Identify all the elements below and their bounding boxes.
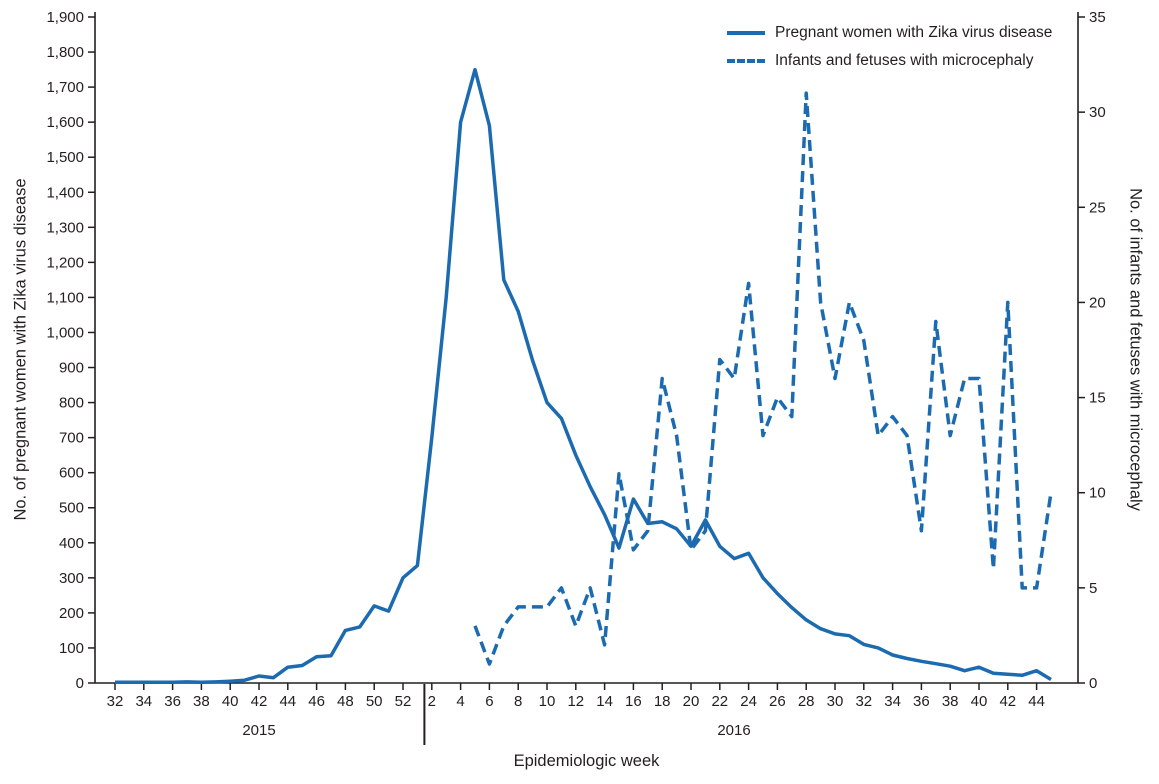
legend-item-zika: Pregnant women with Zika virus disease [727,24,1052,42]
x-axis-tick-label: 42 [999,693,1016,710]
x-axis-tick-label: 16 [625,693,642,710]
x-axis-title: Epidemiologic week [513,752,660,770]
left-axis-tick-label: 1,100 [46,289,84,306]
x-axis-tick-label: 12 [567,693,584,710]
right-axis-tick-label: 5 [1089,580,1097,597]
x-axis-tick-label: 48 [337,693,354,710]
x-axis-tick-label: 36 [913,693,930,710]
legend-label-microcephaly: Infants and fetuses with microcephaly [775,52,1034,69]
x-axis-tick-label: 6 [485,693,493,710]
x-axis-tick-label: 32 [107,693,124,710]
right-axis-tick-label: 10 [1089,485,1106,502]
x-axis-tick-label: 18 [654,693,671,710]
x-axis-tick-label: 50 [366,693,383,710]
right-axis-tick-label: 20 [1089,294,1106,311]
left-axis-tick-label: 1,400 [46,184,84,201]
x-axis-tick-label: 46 [308,693,325,710]
series-line-zika [115,67,1052,685]
x-axis-tick-label: 44 [1028,693,1045,710]
x-axis-tick-label: 10 [539,693,556,710]
x-axis-tick-label: 38 [942,693,959,710]
x-axis-tick-label: 40 [971,693,988,710]
left-axis-tick-label: 1,800 [46,44,84,61]
x-axis-tick-label: 2 [428,693,436,710]
left-axis-tick-label: 1,200 [46,254,84,271]
year-label-2016: 2016 [717,722,751,739]
x-axis-tick-label: 20 [683,693,700,710]
x-axis-tick-label: 8 [514,693,522,710]
x-axis-tick-label: 34 [884,693,901,710]
x-axis-tick-label: 4 [456,693,464,710]
x-axis-tick-label: 22 [711,693,728,710]
x-axis-tick-label: 36 [164,693,181,710]
right-axis-title: No. of infants and fetuses with microcep… [1126,188,1145,511]
x-axis-tick-label: 40 [222,693,239,710]
x-axis-tick-label: 30 [827,693,844,710]
left-axis-tick-label: 1,300 [46,219,84,236]
x-axis-tick-label: 34 [135,693,152,710]
year-label-2015: 2015 [242,722,276,739]
left-axis-tick-label: 1,700 [46,79,84,96]
left-axis-tick-label: 200 [59,605,84,622]
right-axis-tick-label: 35 [1089,9,1106,26]
x-axis-tick-label: 26 [769,693,786,710]
left-axis-tick-label: 1,600 [46,114,84,131]
solid-line-swatch [727,31,765,35]
left-axis-title: No. of pregnant women with Zika virus di… [11,178,30,521]
x-axis-tick-label: 44 [279,693,296,710]
left-axis-tick-label: 1,900 [46,9,84,26]
left-axis-tick-label: 500 [59,500,84,517]
legend: Pregnant women with Zika virus disease I… [727,24,1052,70]
left-axis-tick-label: 600 [59,465,84,482]
x-axis-tick-label: 38 [193,693,210,710]
series-line-microcephaly [473,91,1053,666]
right-axis-tick-label: 30 [1089,104,1106,121]
x-axis-tick-label: 24 [740,693,757,710]
right-axis-tick-label: 0 [1089,675,1097,692]
x-axis-tick-label: 32 [855,693,872,710]
left-axis-tick-label: 0 [76,675,84,692]
right-axis-tick-label: 25 [1089,199,1106,216]
x-axis-tick-label: 28 [798,693,815,710]
left-axis-tick-label: 100 [59,640,84,657]
left-axis-tick-label: 1,000 [46,324,84,341]
left-axis-tick-label: 900 [59,360,84,377]
legend-item-microcephaly: Infants and fetuses with microcephaly [727,52,1052,70]
right-axis-tick-label: 15 [1089,390,1106,407]
left-axis-tick-label: 800 [59,395,84,412]
x-axis-tick-label: 42 [251,693,268,710]
left-axis-tick-label: 300 [59,570,84,587]
left-axis-tick-label: 700 [59,430,84,447]
x-axis-tick-label: 14 [596,693,613,710]
dashed-line-swatch [727,59,765,63]
left-axis-tick-label: 400 [59,535,84,552]
x-axis-tick-label: 52 [395,693,412,710]
legend-label-zika: Pregnant women with Zika virus disease [775,24,1053,41]
left-axis-tick-label: 1,500 [46,149,84,166]
